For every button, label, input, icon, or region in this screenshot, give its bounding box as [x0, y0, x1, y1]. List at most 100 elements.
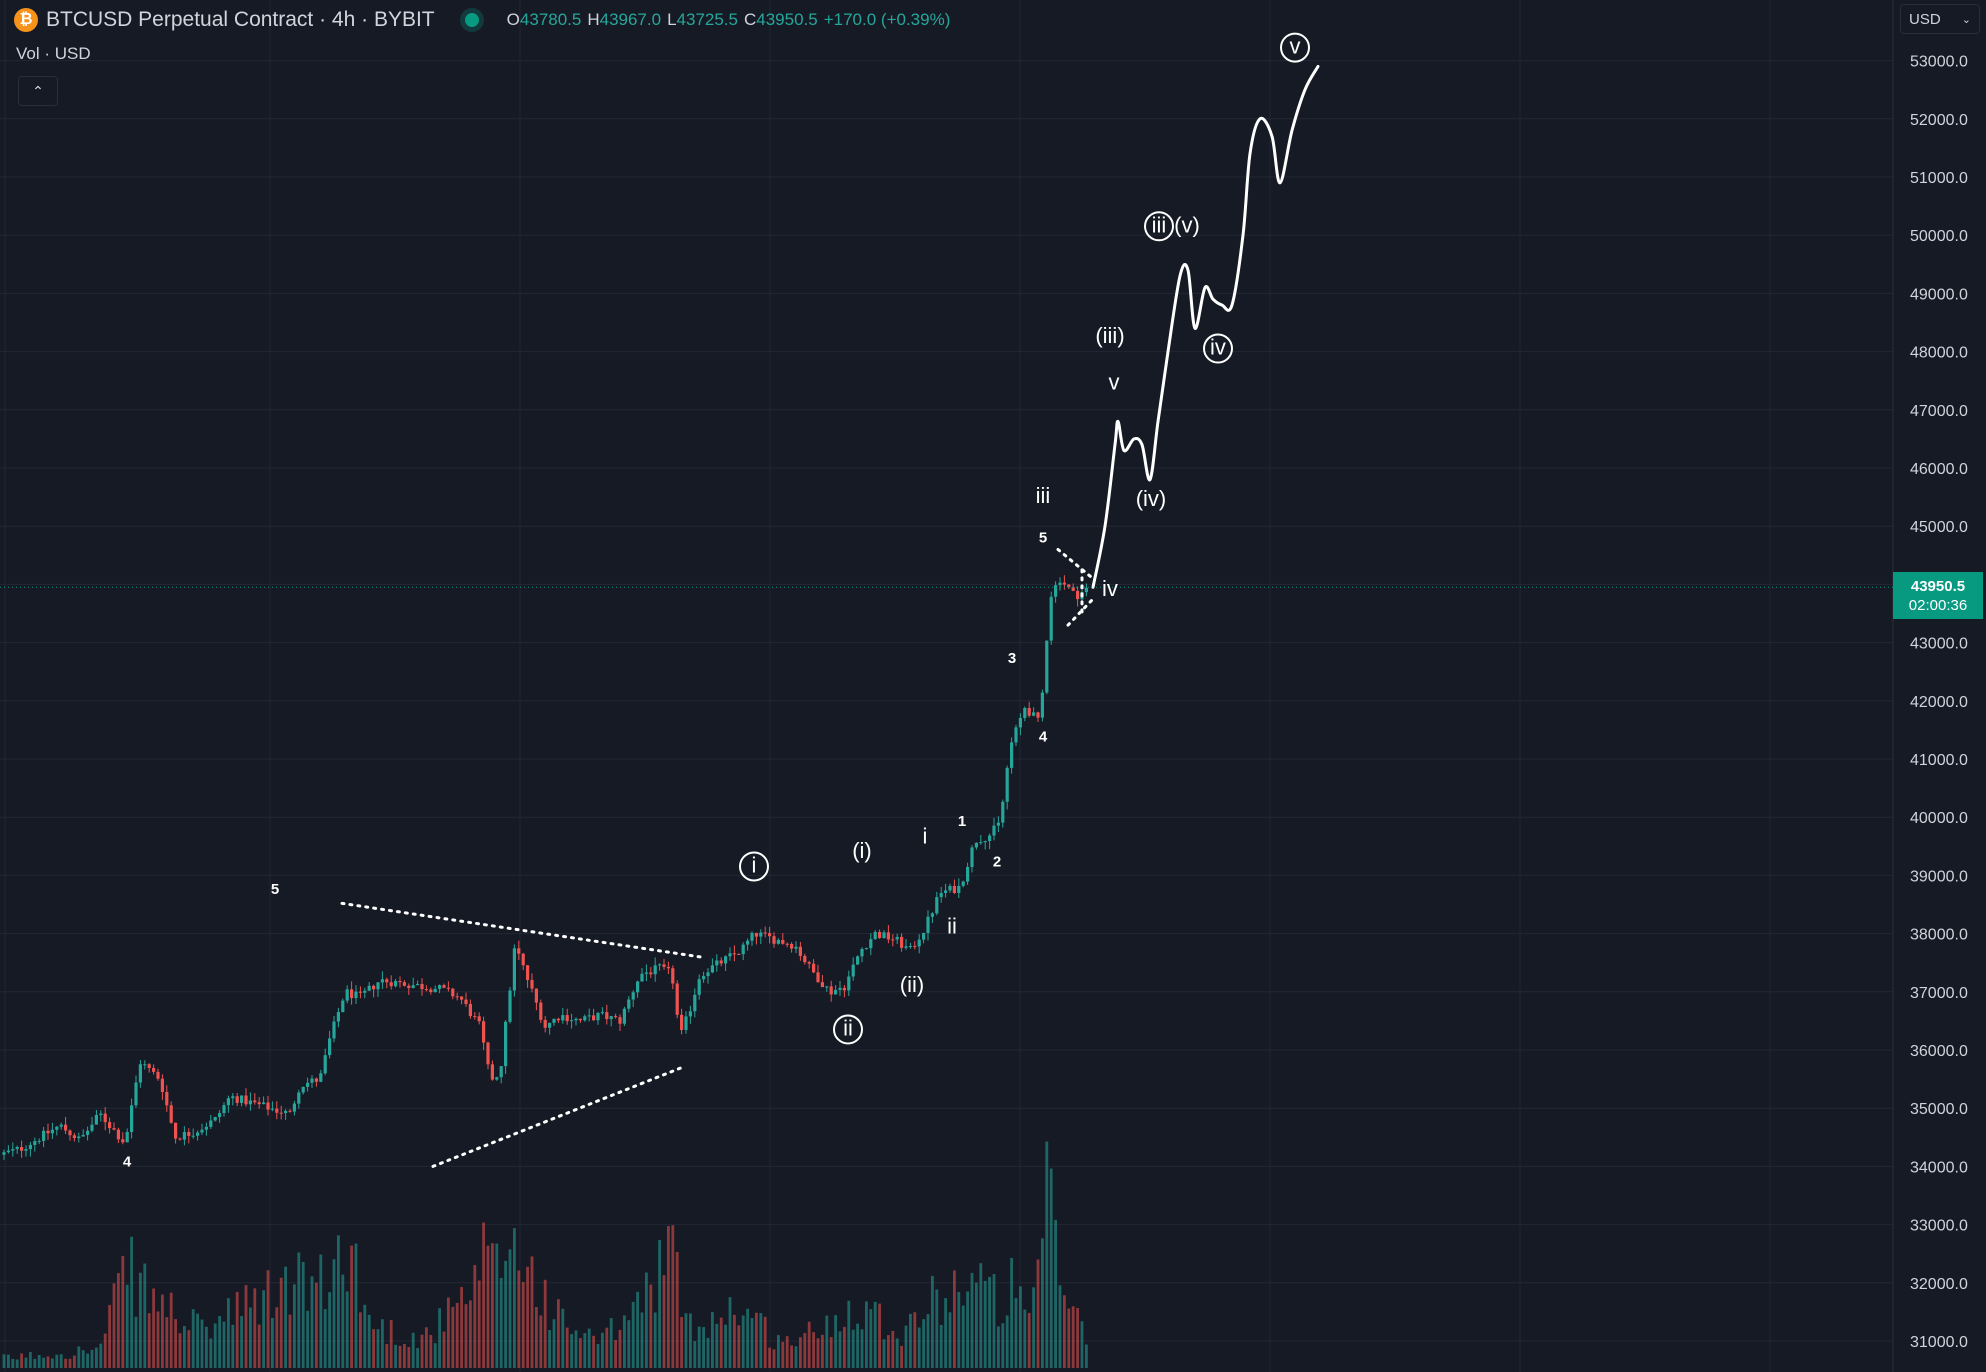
low-value: 43725.5 — [676, 10, 738, 29]
candle-body — [288, 1110, 292, 1112]
volume-bar — [477, 1280, 481, 1368]
close-key: C — [743, 10, 757, 29]
currency-select[interactable]: USD ⌄ — [1900, 4, 1980, 34]
trendline-dotted[interactable] — [1056, 547, 1095, 581]
candle-body — [614, 1016, 618, 1018]
volume-bar — [240, 1316, 243, 1368]
volume-bar — [345, 1291, 349, 1368]
volume-bar — [455, 1302, 459, 1368]
volume-bar — [543, 1279, 547, 1368]
candle-body — [631, 992, 635, 1000]
volume-bar — [1032, 1287, 1035, 1368]
candle-body — [930, 913, 934, 917]
candle-body — [508, 990, 512, 1022]
candle-body — [275, 1108, 279, 1113]
volume-bar — [939, 1324, 943, 1368]
candle-body — [552, 1018, 556, 1023]
volume-bar — [438, 1308, 441, 1368]
candle-body — [666, 966, 670, 969]
candle-body — [904, 946, 908, 948]
volume-indicator-label[interactable]: Vol · USD — [16, 44, 91, 63]
candle-body — [372, 985, 376, 990]
volume-bar — [803, 1333, 807, 1368]
candle-body — [72, 1135, 76, 1139]
volume-bar — [231, 1324, 235, 1368]
trendline-dotted[interactable] — [431, 1065, 684, 1168]
candle-body — [389, 982, 393, 987]
volume-bar — [95, 1347, 98, 1368]
volume-bar — [403, 1344, 406, 1368]
candle-body — [420, 983, 424, 990]
candle-body — [684, 1016, 688, 1030]
candle-body — [94, 1114, 98, 1125]
volume-bar — [821, 1334, 824, 1368]
candle-body — [125, 1132, 129, 1143]
trendlines[interactable] — [340, 547, 1095, 1168]
symbol-title[interactable]: BTCUSD Perpetual Contract · 4h · BYBIT — [46, 8, 435, 31]
volume-bar — [218, 1316, 221, 1368]
change-value: +170.0 (+0.39%) — [823, 10, 951, 29]
volume-bar — [733, 1314, 736, 1368]
volume-bar — [583, 1333, 587, 1368]
candle-body — [328, 1038, 332, 1056]
candle-body — [341, 1000, 345, 1013]
candle-body — [1001, 801, 1005, 823]
volume-bar — [108, 1304, 111, 1368]
y-tick-label: 36000.0 — [1910, 1043, 1968, 1060]
volume-bar — [469, 1300, 472, 1368]
volume-bar — [618, 1329, 622, 1368]
volume-bar — [605, 1327, 609, 1368]
volume-bar — [667, 1226, 670, 1368]
candle-body — [323, 1055, 327, 1074]
volume-bar — [363, 1304, 367, 1368]
candle-body — [816, 972, 820, 983]
candle-body — [284, 1110, 288, 1114]
candle-body — [680, 1014, 684, 1030]
candle-body — [741, 944, 745, 955]
market-status-icon — [464, 13, 479, 27]
volume-bar — [979, 1263, 983, 1368]
candle-body — [512, 948, 516, 991]
volume-bar — [205, 1326, 208, 1368]
volume-bar — [961, 1305, 965, 1368]
y-tick-label: 51000.0 — [1910, 170, 1968, 187]
candle-body — [433, 988, 437, 993]
bitcoin-icon: ₿ — [14, 8, 38, 32]
volume-bar — [139, 1272, 142, 1368]
grid — [0, 0, 1893, 1372]
collapse-indicator-button[interactable]: ⌃ — [18, 76, 58, 106]
volume-bar — [134, 1316, 138, 1368]
volume-bar — [900, 1345, 903, 1368]
candle-body — [869, 939, 873, 949]
candle-body — [46, 1130, 50, 1134]
candle-body — [1062, 582, 1066, 585]
volume-bar — [909, 1313, 912, 1368]
candle-body — [244, 1095, 248, 1105]
candle-body — [803, 955, 807, 963]
candle-body — [561, 1015, 565, 1021]
wave-label: iii — [1036, 483, 1051, 508]
candle-body — [715, 960, 719, 966]
trendline-dotted[interactable] — [1066, 597, 1095, 627]
volume-bar — [574, 1330, 578, 1368]
candle-body — [130, 1105, 134, 1133]
wave-label: ii — [843, 1015, 853, 1040]
volume-bar — [1045, 1141, 1049, 1368]
candle-body — [42, 1130, 46, 1141]
volume-bar — [15, 1359, 19, 1368]
candle-body — [640, 973, 644, 982]
volume-bar — [359, 1312, 362, 1368]
candle-body — [922, 932, 926, 940]
candle-body — [495, 1077, 499, 1080]
volume-bar — [398, 1345, 402, 1368]
candle-body — [794, 946, 798, 949]
volume-bar — [429, 1335, 433, 1368]
volume-bar — [592, 1335, 595, 1368]
wave-label: 5 — [271, 881, 279, 898]
volume-bar — [169, 1292, 173, 1368]
candle-body — [81, 1134, 85, 1137]
volume-bar — [77, 1346, 81, 1368]
projection-path[interactable] — [1091, 64, 1320, 589]
volume-bar — [711, 1312, 714, 1368]
